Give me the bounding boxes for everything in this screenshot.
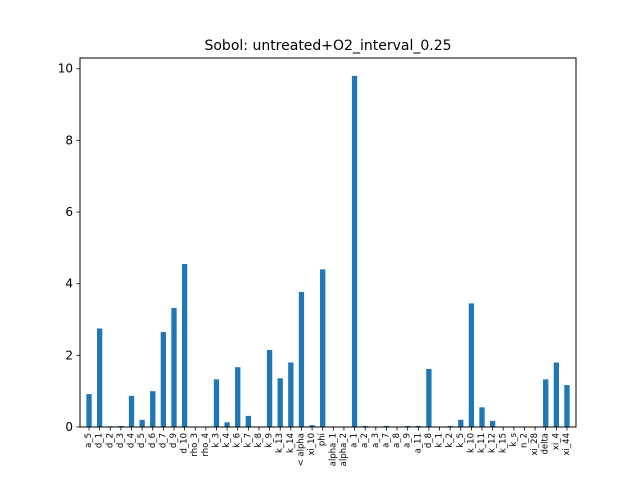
x-tick-label: d_4 — [127, 433, 137, 448]
x-tick-label: d_7 — [158, 433, 168, 448]
x-tick-label: k_3 — [211, 433, 221, 448]
bar-d_5 — [139, 419, 145, 427]
x-tick-label: alpha_2 — [339, 433, 349, 466]
x-tick-label: d_5 — [137, 433, 147, 448]
x-tick-label: xi_28 — [530, 433, 540, 455]
x-tick-label: xi_44 — [562, 433, 572, 455]
plot-frame — [79, 57, 577, 428]
x-tick-label: k_15 — [498, 433, 508, 453]
bar-d_1 — [96, 328, 103, 427]
chart-title: Sobol: untreated+O2_interval_0.25 — [204, 38, 451, 54]
y-tick-label: 2 — [65, 348, 73, 362]
x-tick-label: a_11 — [413, 433, 423, 453]
x-axis: a_5 d_1 d_2 d_3 d_4 d_5 d_6 d_7 d_9 d_10 rho_3 rho_… — [84, 427, 572, 466]
bar-k_2 — [447, 425, 453, 427]
bar-delta — [543, 379, 549, 427]
y-tick-label: 4 — [65, 277, 73, 291]
bar-k_14 — [288, 362, 294, 427]
x-tick-label: a_3 — [371, 433, 381, 448]
x-tick-label: k_6 — [233, 433, 243, 448]
bar-d_9 — [171, 308, 177, 427]
y-axis: 0 2 4 6 8 10 — [58, 62, 80, 434]
bars-group — [86, 75, 570, 427]
x-tick-label: delta — [541, 433, 551, 455]
x-tick-label: k_12 — [488, 433, 498, 453]
bar-k_7 — [245, 415, 251, 427]
bar-xi_44 — [564, 385, 570, 427]
bar-k_9 — [266, 349, 273, 427]
x-tick-label: a_7 — [381, 433, 391, 448]
bar-k_10 — [468, 303, 475, 427]
bar-k_6 — [235, 367, 241, 427]
bar-k_13 — [277, 378, 283, 427]
x-tick-label: d_1 — [95, 433, 105, 448]
x-tick-label: k_1 — [435, 433, 445, 448]
x-tick-label: a_8 — [392, 433, 402, 448]
x-tick-label: k_14 — [286, 433, 296, 453]
x-tick-label: d_8 — [424, 433, 434, 448]
bar-a_1 — [351, 75, 358, 427]
x-tick-label: xi_10 — [307, 433, 317, 455]
bar-k_alpha — [298, 291, 305, 427]
x-tick-label: < alpha — [296, 433, 306, 466]
x-tick-label: alpha_1 — [328, 433, 338, 466]
bar-d_4 — [128, 395, 135, 427]
x-tick-label: k_4 — [222, 433, 232, 448]
y-tick-label: 10 — [58, 62, 73, 76]
x-tick-label: rho_3 — [190, 433, 200, 457]
bar-phi — [320, 269, 326, 427]
x-tick-label: k_8 — [254, 433, 264, 448]
y-tick-label: 0 — [65, 420, 73, 434]
bar-k_4 — [224, 422, 230, 427]
bar-k_12 — [489, 420, 496, 427]
bar-k_11 — [479, 407, 485, 427]
x-tick-label: k_5 — [456, 433, 466, 448]
bar-a_9 — [405, 425, 411, 427]
y-tick-label: 8 — [65, 133, 73, 147]
x-tick-label: k_2 — [445, 433, 455, 448]
bar-d_6 — [150, 391, 156, 427]
bar-k_5 — [458, 419, 464, 427]
x-tick-label: d_9 — [169, 433, 179, 448]
x-tick-label: k_9 — [265, 433, 275, 448]
x-tick-label: phi — [318, 433, 328, 446]
x-tick-label: a_1 — [350, 433, 360, 448]
x-tick-label: xi_4 — [551, 433, 561, 450]
bar-d_10 — [181, 264, 188, 427]
x-tick-label: k_10 — [466, 433, 476, 453]
x-tick-label: a_2 — [360, 433, 370, 448]
bar-k_3 — [213, 379, 220, 427]
bar-d_7 — [160, 332, 167, 427]
x-tick-label: a_5 — [84, 433, 94, 448]
y-tick-label: 6 — [65, 205, 73, 219]
x-tick-label: d_10 — [180, 433, 190, 453]
x-tick-label: a_9 — [403, 433, 413, 448]
bar-xi_10 — [309, 425, 315, 427]
x-tick-label: k_s — [509, 432, 519, 446]
bar-d_8 — [426, 368, 432, 427]
bar-d_3 — [118, 425, 124, 427]
x-tick-label: rho_4 — [201, 433, 211, 457]
x-tick-label: d_2 — [105, 433, 115, 448]
bar-a_7 — [383, 425, 390, 427]
x-tick-label: k_7 — [243, 433, 253, 448]
x-tick-label: k_13 — [275, 433, 285, 453]
x-tick-label: k_11 — [477, 433, 487, 453]
x-tick-label: d_6 — [148, 433, 158, 448]
bar-a_11 — [415, 425, 421, 427]
bar-a_5 — [86, 394, 92, 427]
x-tick-label: d_3 — [116, 433, 126, 448]
bar-xi_4 — [553, 362, 560, 427]
bar-a_2 — [362, 425, 368, 427]
x-tick-label: n_2 — [519, 433, 529, 448]
